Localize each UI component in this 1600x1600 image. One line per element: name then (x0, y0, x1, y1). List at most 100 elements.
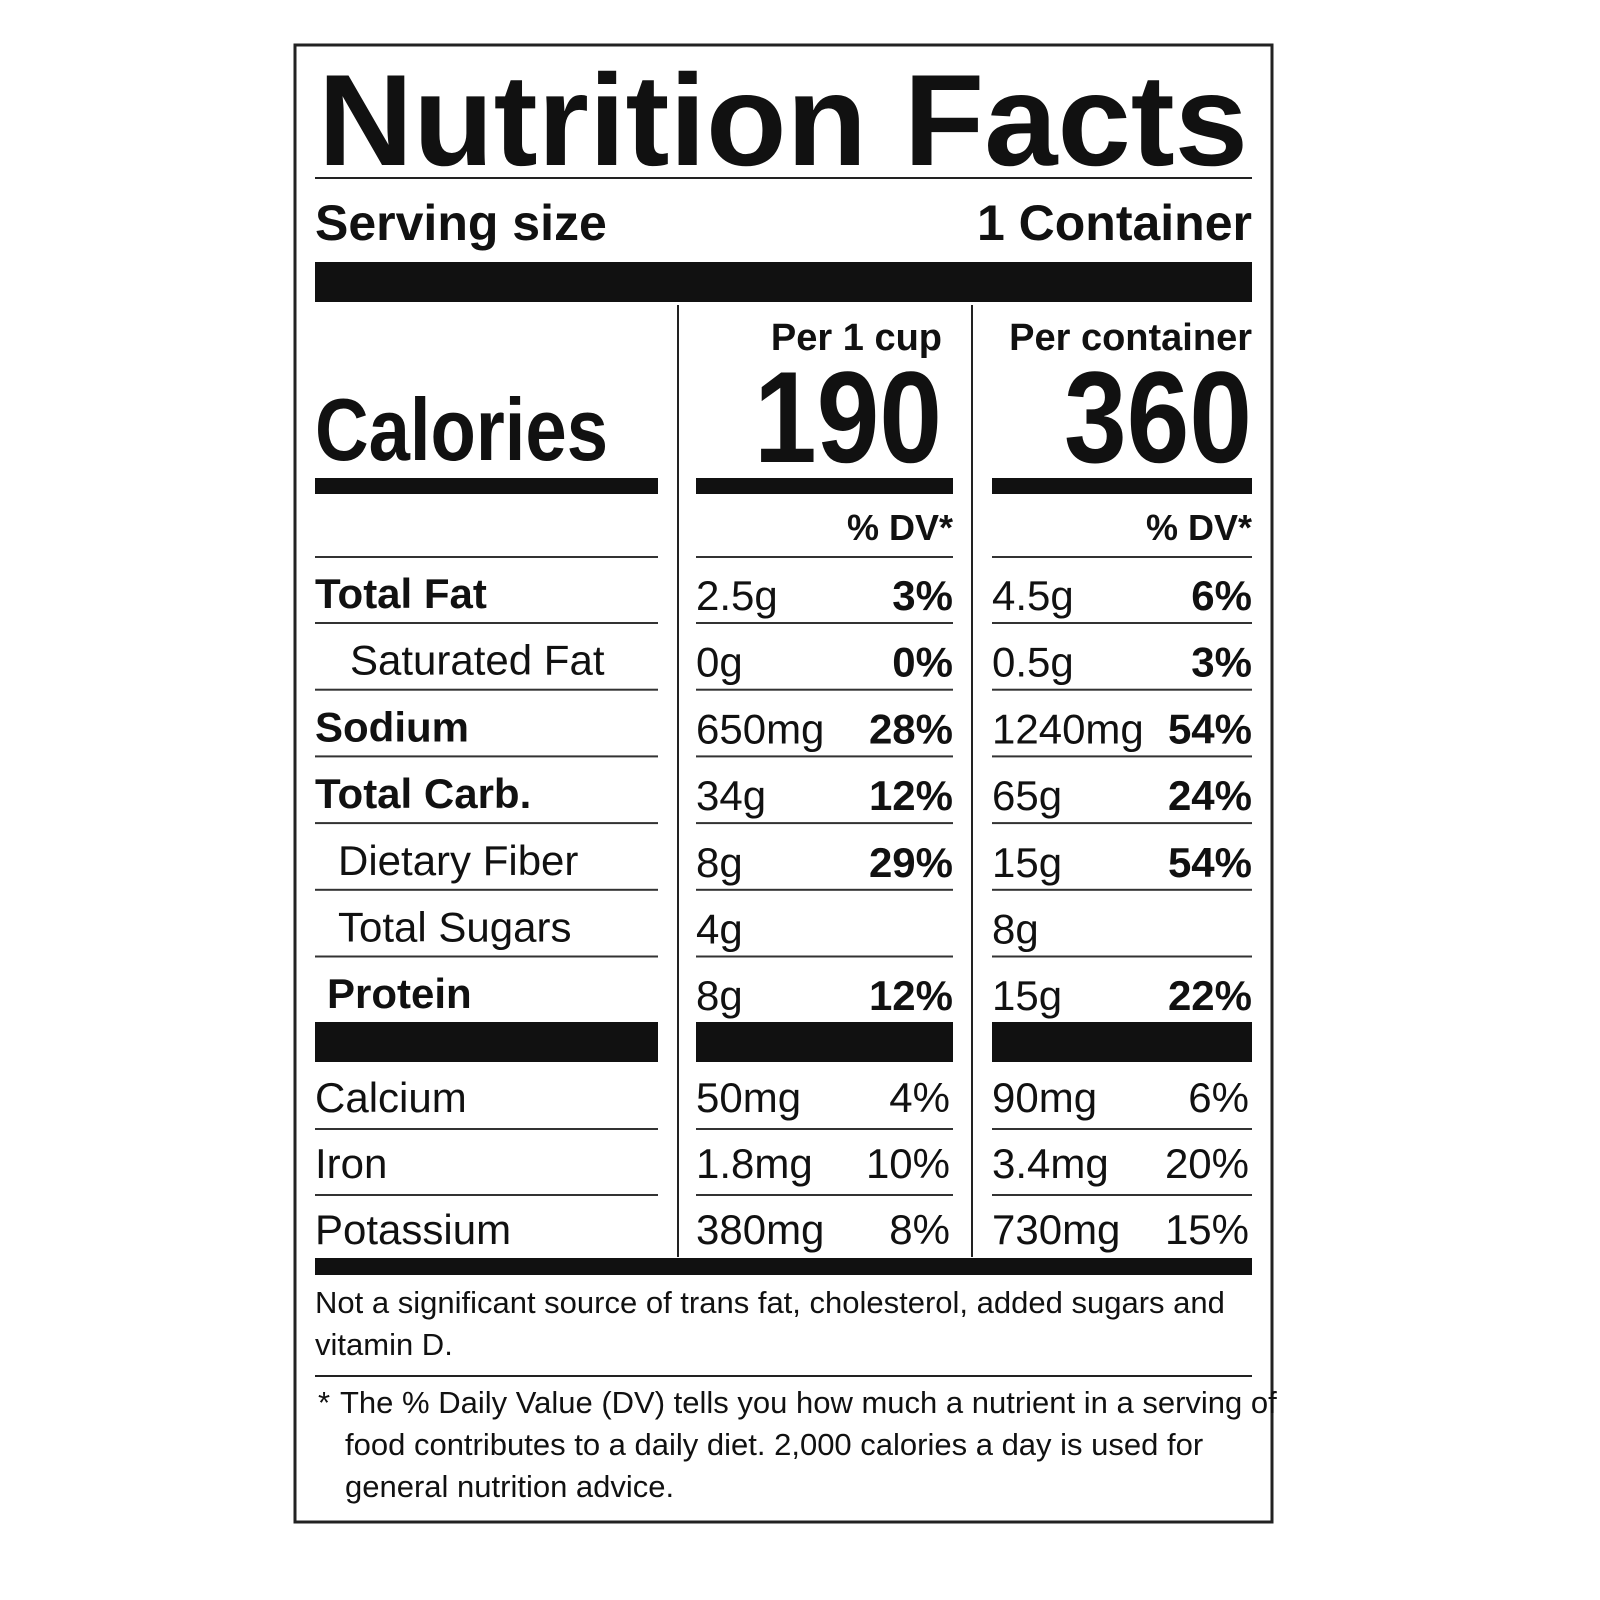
thick-bar (315, 262, 1252, 302)
daily-value: 6% (1191, 572, 1252, 619)
rule (696, 1194, 953, 1196)
rule (696, 888, 953, 891)
thick-bar (696, 1022, 953, 1062)
rule (992, 888, 1252, 891)
rule (315, 822, 658, 825)
calories-label: Calories (315, 380, 608, 479)
amount: 4g (696, 906, 743, 953)
rule (315, 622, 658, 624)
daily-value: 29% (869, 839, 953, 886)
daily-value: 3% (892, 572, 953, 619)
rule (696, 1128, 953, 1130)
daily-value: 54% (1168, 839, 1252, 886)
amount: 0.5g (992, 639, 1074, 686)
thick-bar (315, 1258, 1252, 1275)
amount: 650mg (696, 705, 824, 752)
amount: 730mg (992, 1206, 1120, 1253)
thick-bar (315, 1022, 658, 1062)
mineral-name: Iron (315, 1140, 387, 1187)
amount: 90mg (992, 1074, 1097, 1121)
divider (677, 305, 679, 1257)
amount: 50mg (696, 1074, 801, 1121)
daily-value: 3% (1191, 639, 1252, 686)
amount: 15g (992, 972, 1062, 1019)
divider (971, 305, 973, 1257)
thick-bar (992, 478, 1252, 494)
rule (696, 955, 953, 958)
rule (315, 688, 658, 691)
rule (696, 622, 953, 624)
rule (992, 556, 1252, 558)
amount: 8g (696, 972, 743, 1019)
daily-value: 22% (1168, 972, 1252, 1019)
dv-note-line: The % Daily Value (DV) tells you how muc… (340, 1385, 1277, 1420)
amount: 8g (992, 906, 1039, 953)
mineral-name: Calcium (315, 1074, 467, 1121)
mineral-name: Potassium (315, 1206, 511, 1253)
amount: 65g (992, 772, 1062, 819)
footnote-line: vitamin D. (315, 1327, 453, 1362)
column-header: Per container (1009, 317, 1252, 359)
thick-bar (315, 478, 658, 494)
nutrient-name: Saturated Fat (350, 637, 605, 684)
daily-value: 6% (1188, 1074, 1249, 1121)
amount: 34g (696, 772, 766, 819)
daily-value: 54% (1168, 705, 1252, 752)
daily-value: 8% (889, 1206, 950, 1253)
rule (696, 755, 953, 758)
rule (992, 755, 1252, 758)
thick-bar (696, 478, 953, 494)
rule (992, 622, 1252, 624)
daily-value: 12% (869, 772, 953, 819)
rule (315, 177, 1252, 179)
rule (315, 888, 658, 891)
rule (696, 556, 953, 558)
amount: 1240mg (992, 705, 1144, 752)
rule (315, 755, 658, 758)
rule (992, 1128, 1252, 1130)
nutrient-name: Total Fat (315, 570, 487, 617)
nutrient-name: Sodium (315, 703, 469, 750)
rule (992, 688, 1252, 691)
serving-value: 1 Container (977, 195, 1252, 251)
rule (315, 556, 658, 558)
rule (696, 688, 953, 691)
daily-value: 24% (1168, 772, 1252, 819)
amount: 0g (696, 639, 743, 686)
rule (315, 1194, 658, 1196)
footnote-line: Not a significant source of trans fat, c… (315, 1285, 1225, 1320)
calories-value: 190 (754, 344, 942, 490)
dv-note-line: food contributes to a daily diet. 2,000 … (345, 1427, 1203, 1462)
nutrient-name: Dietary Fiber (338, 837, 578, 884)
thick-bar (992, 1022, 1252, 1062)
nutrient-name: Protein (327, 970, 472, 1017)
daily-value: 0% (892, 639, 953, 686)
column-header: Per 1 cup (771, 317, 942, 359)
dv-header: % DV* (1146, 507, 1252, 548)
title: Nutrition Facts (318, 47, 1248, 193)
calories-value: 360 (1064, 344, 1252, 490)
amount: 15g (992, 839, 1062, 886)
daily-value: 28% (869, 705, 953, 752)
serving-label: Serving size (315, 195, 607, 251)
amount: 8g (696, 839, 743, 886)
rule (315, 955, 658, 958)
amount: 2.5g (696, 572, 778, 619)
amount: 1.8mg (696, 1140, 813, 1187)
nutrient-name: Total Sugars (338, 904, 571, 951)
rule (315, 1375, 1252, 1377)
dv-note-marker: * (318, 1385, 330, 1420)
daily-value: 12% (869, 972, 953, 1019)
amount: 3.4mg (992, 1140, 1109, 1187)
dv-header: % DV* (847, 507, 953, 548)
daily-value: 15% (1165, 1206, 1249, 1253)
rule (992, 822, 1252, 825)
dv-note-line: general nutrition advice. (345, 1469, 674, 1504)
nutrient-name: Total Carb. (315, 770, 531, 817)
daily-value: 10% (866, 1140, 950, 1187)
rule (696, 822, 953, 825)
daily-value: 4% (889, 1074, 950, 1121)
rule (992, 1194, 1252, 1196)
